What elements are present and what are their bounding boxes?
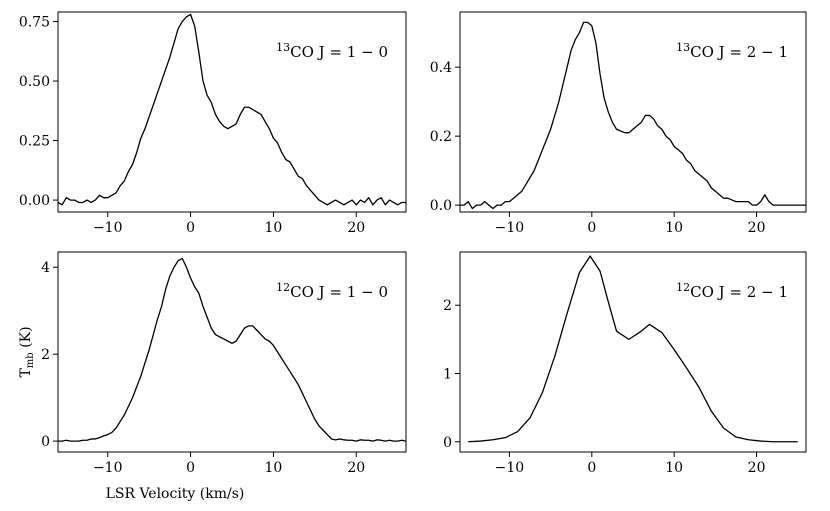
y-tick-label: 0 bbox=[443, 435, 452, 451]
x-tick-label: 20 bbox=[347, 460, 365, 476]
transition-text: CO J = 2 − 1 bbox=[690, 283, 788, 301]
spectrum-line bbox=[58, 13, 406, 206]
line-annotation: 13CO J = 1 − 0 bbox=[276, 41, 388, 61]
y-axis-label-unit: (K) bbox=[18, 326, 34, 352]
y-tick-label: 0 bbox=[41, 434, 50, 450]
spectrum-line bbox=[58, 257, 406, 442]
x-tick-label: −10 bbox=[495, 460, 525, 476]
isotope-superscript: 12 bbox=[276, 281, 290, 294]
plot-frame bbox=[459, 251, 807, 453]
x-tick-label: −10 bbox=[495, 220, 525, 236]
x-tick-label: −10 bbox=[93, 460, 123, 476]
isotope-superscript: 13 bbox=[676, 41, 690, 54]
line-annotation: 12CO J = 1 − 0 bbox=[276, 281, 388, 301]
line-annotation: 13CO J = 2 − 1 bbox=[676, 41, 788, 61]
x-tick-label: 0 bbox=[186, 460, 195, 476]
panel-12co-1-0: −10 0 10 20 0 2 4 12CO J = 1 − 0 bbox=[41, 251, 407, 476]
x-tick-label: 10 bbox=[665, 460, 683, 476]
y-tick-label: 0.0 bbox=[430, 198, 452, 214]
x-tick-label: −10 bbox=[93, 220, 123, 236]
line-annotation: 12CO J = 2 − 1 bbox=[676, 281, 788, 301]
x-tick-label: 20 bbox=[748, 220, 766, 236]
y-tick-label: 4 bbox=[41, 260, 50, 276]
transition-text: CO J = 1 − 0 bbox=[290, 43, 388, 61]
transition-text: CO J = 1 − 0 bbox=[290, 283, 388, 301]
y-axis-label-sub: mb bbox=[25, 352, 36, 368]
spectrum-line bbox=[468, 255, 798, 443]
x-tick-label: 10 bbox=[665, 220, 683, 236]
y-tick-label: 0.75 bbox=[19, 15, 50, 31]
y-axis-label: Tmb (K) bbox=[18, 326, 36, 377]
y-tick-label: 0.2 bbox=[430, 129, 452, 145]
panel-13co-1-0: −10 0 10 20 0.00 0.25 0.50 0.75 13CO J = 1 − 0 bbox=[19, 11, 407, 236]
isotope-superscript: 13 bbox=[276, 41, 290, 54]
y-tick-label: 0.00 bbox=[19, 193, 50, 209]
y-tick-label: 2 bbox=[41, 347, 50, 363]
y-tick-label: 2 bbox=[443, 298, 452, 314]
x-axis-label: LSR Velocity (km/s) bbox=[106, 486, 245, 502]
plot-frame bbox=[57, 11, 407, 213]
plot-frame bbox=[459, 11, 807, 213]
spectrum-line bbox=[460, 21, 806, 210]
x-tick-label: 0 bbox=[587, 460, 596, 476]
x-tick-label: 20 bbox=[748, 460, 766, 476]
plot-frame bbox=[57, 251, 407, 453]
y-tick-label: 1 bbox=[443, 367, 452, 383]
x-tick-label: 10 bbox=[265, 460, 283, 476]
y-tick-label: 0.4 bbox=[430, 60, 452, 76]
transition-text: CO J = 2 − 1 bbox=[690, 43, 788, 61]
x-tick-label: 10 bbox=[265, 220, 283, 236]
isotope-superscript: 12 bbox=[676, 281, 690, 294]
y-tick-label: 0.50 bbox=[19, 74, 50, 90]
x-tick-label: 0 bbox=[186, 220, 195, 236]
panel-13co-2-1: −10 0 10 20 0.0 0.2 0.4 13CO J = 2 − 1 bbox=[430, 11, 807, 236]
x-tick-label: 0 bbox=[587, 220, 596, 236]
y-tick-label: 0.25 bbox=[19, 134, 50, 150]
x-tick-label: 20 bbox=[347, 220, 365, 236]
